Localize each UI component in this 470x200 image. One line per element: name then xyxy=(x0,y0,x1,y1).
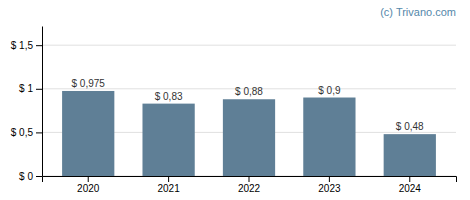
bar xyxy=(223,99,275,176)
y-tick: $ 0,5 xyxy=(11,127,42,138)
annotation: (c) Trivano.com xyxy=(380,6,456,18)
y-axis: $ 0 $ 0,5 $ 1 $ 1,5 xyxy=(11,27,43,182)
y-tick-mark xyxy=(36,45,42,46)
x-tick: 2022 xyxy=(238,176,261,194)
x-tick-mark xyxy=(249,176,250,182)
x-axis-line xyxy=(43,177,457,183)
chart: $ 0 $ 0,5 $ 1 $ 1,5 2020 2021 2022 2023 2024 $ 0,… xyxy=(0,0,470,200)
x-tick-mark xyxy=(329,176,330,182)
data-label: $ 0,48 xyxy=(396,121,424,132)
y-axis-line xyxy=(42,27,43,177)
bar xyxy=(384,134,436,176)
x-tick-mark xyxy=(168,176,169,182)
x-axis: 2020 2021 2022 2023 2024 xyxy=(43,176,457,194)
plot: $ 0 $ 0,5 $ 1 $ 1,5 2020 2021 2022 2023 2024 $ 0,… xyxy=(11,27,457,195)
bar xyxy=(62,91,114,176)
x-tick: 2021 xyxy=(157,176,180,194)
data-label: $ 0,9 xyxy=(318,85,341,96)
bars xyxy=(62,91,436,176)
grid xyxy=(42,45,456,176)
y-tick: $ 1,5 xyxy=(11,40,42,51)
data-labels: $ 0,975 $ 0,83 $ 0,88 $ 0,9 $ 0,48 xyxy=(72,78,425,132)
y-tick-label: $ 1 xyxy=(19,83,33,94)
x-tick-mark xyxy=(88,176,89,182)
x-tick: 2023 xyxy=(318,176,341,194)
y-tick-mark xyxy=(36,132,42,133)
y-tick-mark xyxy=(36,176,42,177)
bar xyxy=(142,104,194,176)
x-tick-label: 2022 xyxy=(238,183,261,194)
y-tick-label: $ 0 xyxy=(19,171,33,182)
x-tick-label: 2020 xyxy=(77,183,100,194)
data-label: $ 0,83 xyxy=(155,91,183,102)
y-tick: $ 1 xyxy=(19,83,42,94)
x-tick-mark xyxy=(409,176,410,182)
data-label: $ 0,88 xyxy=(235,86,263,97)
grid-line xyxy=(42,45,456,46)
y-tick-label: $ 0,5 xyxy=(11,127,34,138)
bar xyxy=(303,98,355,176)
x-tick-label: 2021 xyxy=(157,183,180,194)
y-tick-mark xyxy=(36,89,42,90)
data-label: $ 0,975 xyxy=(72,78,106,89)
y-tick-label: $ 1,5 xyxy=(11,40,34,51)
x-tick: 2020 xyxy=(77,176,100,194)
x-tick-label: 2024 xyxy=(399,183,422,194)
x-tick-label: 2023 xyxy=(318,183,341,194)
y-tick: $ 0 xyxy=(19,171,42,182)
x-tick: 2024 xyxy=(399,176,422,194)
